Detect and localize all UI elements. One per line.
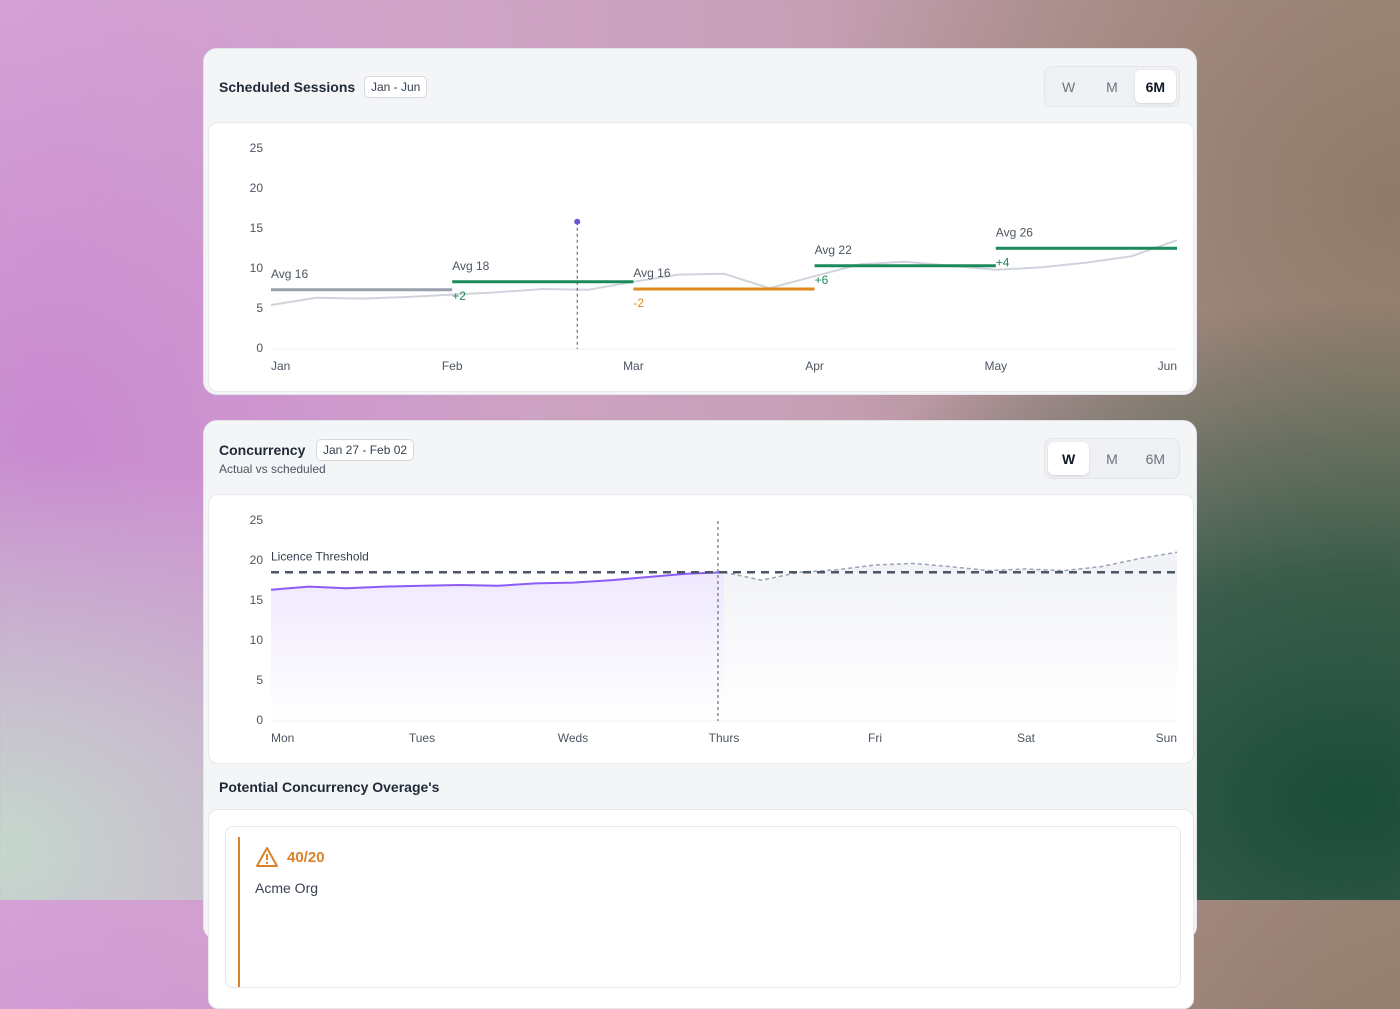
toggle-button[interactable]: W [1048,442,1090,475]
x-tick-label: May [984,359,1007,373]
avg-label: Avg 16 [271,267,308,281]
section-title: Potential Concurrency Overage's [219,779,440,795]
range-toggle: W M 6M [1044,66,1180,107]
area-fill [724,552,1177,721]
date-badge: Jan - Jun [364,76,428,98]
date-badge: Jan 27 - Feb 02 [316,439,415,461]
card-subtitle: Actual vs scheduled [219,462,326,476]
delta-label: -2 [633,296,644,310]
x-tick-label: Jan [271,359,290,373]
warning-icon [256,847,278,867]
x-tick-label: Mon [271,731,294,745]
x-tick-label: Tues [409,731,435,745]
x-tick-label: Weds [558,731,588,745]
toggle-button[interactable]: 6M [1134,70,1176,103]
x-tick-label: Fri [868,731,882,745]
delta-label: +6 [815,273,829,287]
card-title: Concurrency [219,442,306,458]
y-tick-label: 10 [250,261,264,275]
range-toggle: W M 6M [1044,438,1180,479]
x-tick-label: Mar [623,359,644,373]
avg-label: Avg 22 [815,243,852,257]
area-fill [271,572,724,721]
series-line [270,571,725,591]
overage-count: 40/20 [287,849,325,866]
y-tick-label: 5 [256,301,263,315]
series-line [270,239,1178,306]
series-line [723,551,1178,581]
avg-label: Avg 16 [633,266,670,280]
x-tick-label: Sun [1156,731,1177,745]
y-tick-label: 20 [250,553,264,567]
y-tick-label: 5 [256,673,263,687]
sessions-card: Scheduled Sessions Jan - Jun W M 6M [203,48,1197,395]
avg-label: Avg 26 [996,225,1033,239]
y-tick-label: 25 [250,141,264,155]
y-tick-label: 15 [250,593,264,607]
threshold-label: Licence Threshold [271,549,369,563]
overage-org: Acme Org [255,880,319,896]
delta-label: +4 [996,255,1010,269]
y-tick-label: 15 [250,221,264,235]
avg-label: Avg 18 [452,259,489,273]
y-tick-label: 20 [250,181,264,195]
y-tick-label: 10 [250,633,264,647]
charts: 0 5 10 15 20 25 Jan Feb Mar Apr May Jun Avg 16 Avg 18… [250,141,1178,745]
y-tick-label: 0 [256,713,263,727]
y-tick-label: 25 [250,513,264,527]
toggle-button[interactable]: M [1091,442,1132,475]
chart-panel [208,122,1194,392]
toggle-button[interactable]: M [1091,70,1132,103]
delta-label: +2 [452,289,466,303]
x-tick-label: Sat [1017,731,1036,745]
hover-dot [574,218,581,225]
x-tick-label: Jun [1158,359,1177,373]
x-tick-label: Feb [442,359,463,373]
x-tick-label: Apr [805,359,824,373]
x-tick-label: Thurs [709,731,740,745]
toggle-button[interactable]: W [1048,70,1089,103]
y-tick-label: 0 [256,341,263,355]
toggle-button[interactable]: 6M [1135,442,1176,475]
card-title: Scheduled Sessions [219,79,356,95]
